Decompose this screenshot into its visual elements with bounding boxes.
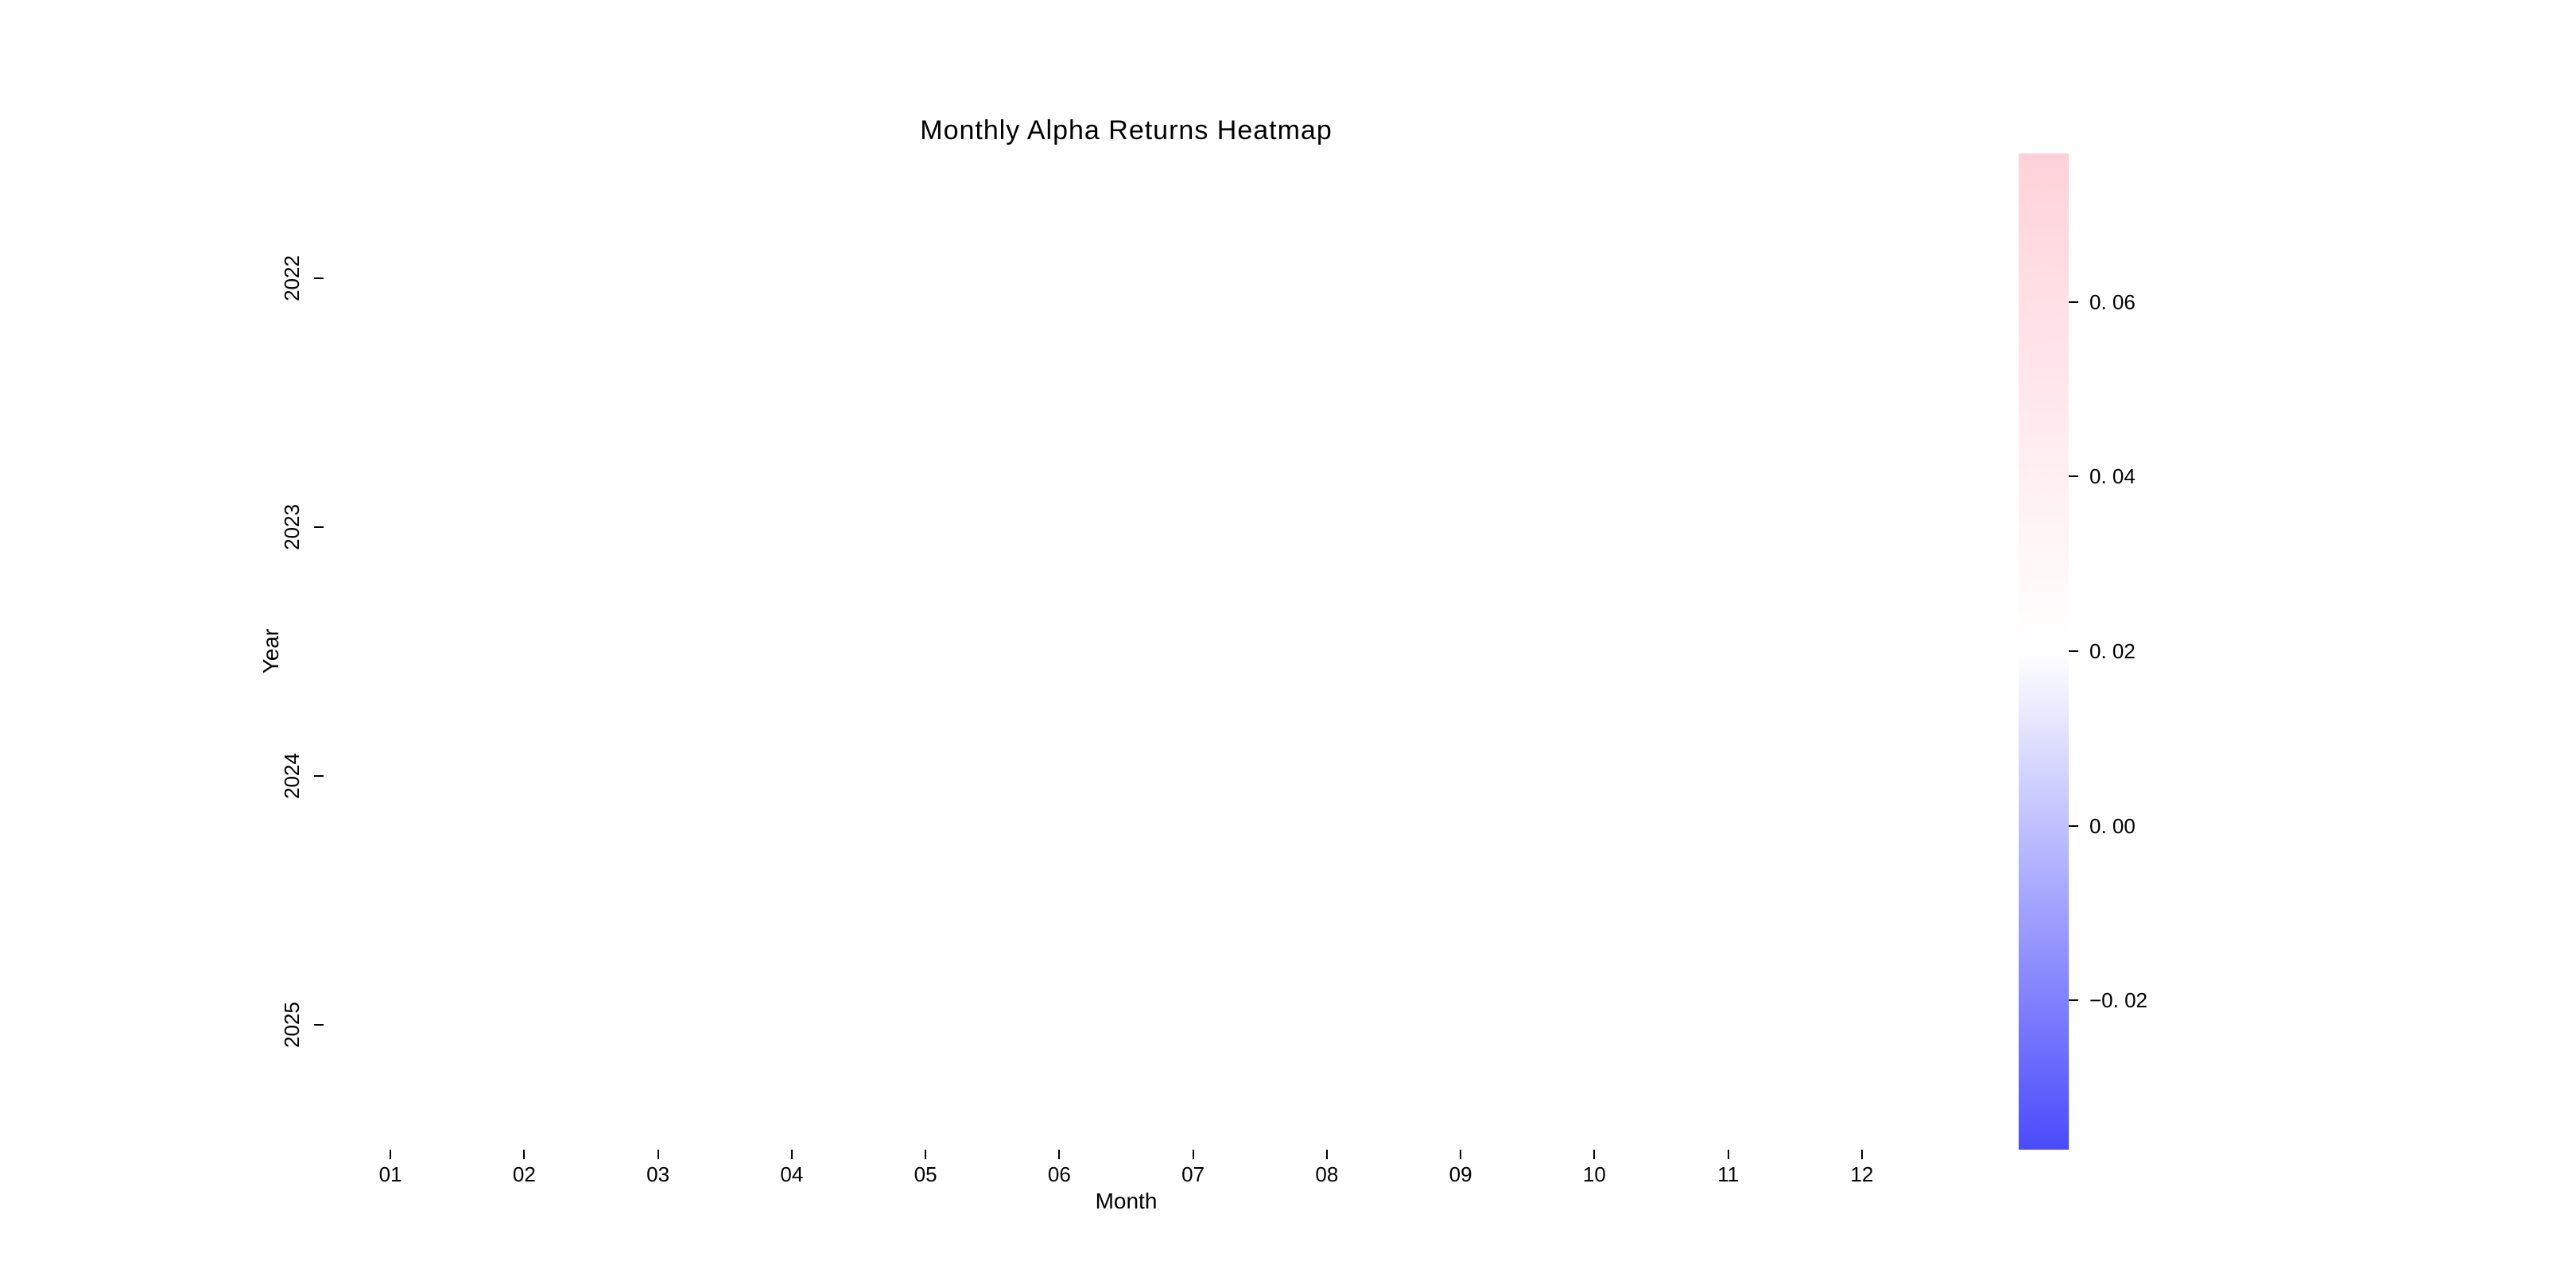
x-axis-label: Month [1095, 1189, 1158, 1213]
y-tick-label: 2025 [280, 1002, 304, 1049]
colorbar-tick-mark [2069, 650, 2078, 652]
y-tick-label: 2023 [280, 503, 304, 550]
x-tick-mark [523, 1150, 526, 1159]
x-tick-mark [657, 1150, 659, 1159]
colorbar-tick-label: 0. 02 [2089, 638, 2136, 663]
y-tick-label: 2024 [280, 753, 304, 800]
x-tick-label: 03 [646, 1162, 670, 1186]
y-tick-label: 2022 [280, 254, 304, 301]
colorbar-tick-label: 0. 04 [2089, 464, 2136, 489]
y-tick-mark [314, 277, 324, 279]
colorbar-tick-label: 0. 06 [2089, 289, 2136, 314]
x-tick-label: 11 [1717, 1162, 1740, 1186]
x-tick-label: 07 [1181, 1162, 1205, 1186]
x-tick-mark [1727, 1150, 1729, 1159]
x-tick-mark [390, 1150, 392, 1159]
x-tick-label: 04 [780, 1162, 804, 1186]
x-tick-label: 12 [1850, 1162, 1874, 1186]
x-tick-mark [790, 1150, 793, 1159]
colorbar-tick-mark [2069, 475, 2078, 478]
x-tick-mark [1860, 1150, 1863, 1159]
colorbar [2019, 153, 2069, 1150]
y-tick-mark [314, 526, 324, 528]
heatmap-grid [324, 153, 1929, 1150]
colorbar-tick-mark [2069, 824, 2078, 827]
colorbar-tick-label: 0. 00 [2089, 813, 2136, 838]
x-tick-mark [1593, 1150, 1596, 1159]
chart-title: Monthly Alpha Returns Heatmap [920, 115, 1333, 145]
colorbar-tick-mark [2069, 999, 2078, 1002]
x-tick-label: 05 [914, 1162, 937, 1186]
colorbar-tick-label: −0. 02 [2089, 988, 2148, 1013]
y-tick-mark [314, 1024, 324, 1026]
x-tick-mark [925, 1150, 927, 1159]
x-tick-label: 06 [1047, 1162, 1071, 1186]
x-tick-mark [1325, 1150, 1328, 1159]
x-tick-mark [1192, 1150, 1194, 1159]
x-tick-label: 10 [1582, 1162, 1606, 1186]
y-tick-mark [314, 775, 324, 778]
y-axis-label: Year [258, 628, 283, 674]
x-tick-label: 01 [378, 1162, 402, 1186]
x-tick-mark [1460, 1150, 1462, 1159]
x-tick-mark [1058, 1150, 1061, 1159]
x-tick-label: 08 [1315, 1162, 1339, 1186]
x-tick-label: 02 [512, 1162, 536, 1186]
colorbar-tick-mark [2069, 301, 2078, 303]
x-tick-label: 09 [1449, 1162, 1472, 1186]
